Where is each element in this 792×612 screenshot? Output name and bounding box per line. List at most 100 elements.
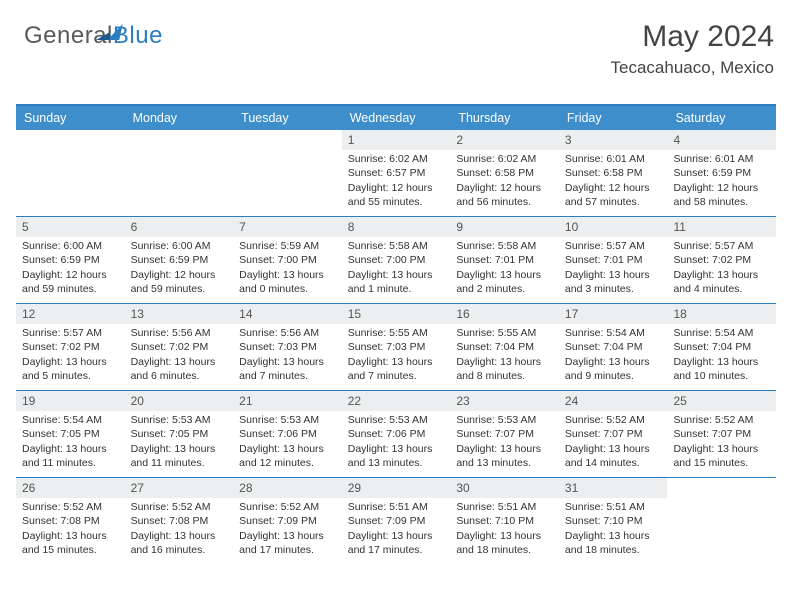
sunset-text: Sunset: 7:09 PM [348, 514, 445, 528]
calendar-day: 11Sunrise: 5:57 AMSunset: 7:02 PMDayligh… [667, 217, 776, 303]
sunset-text: Sunset: 6:59 PM [22, 253, 119, 267]
calendar-day: 26Sunrise: 5:52 AMSunset: 7:08 PMDayligh… [16, 478, 125, 564]
calendar-day: 5Sunrise: 6:00 AMSunset: 6:59 PMDaylight… [16, 217, 125, 303]
daylight-text: Daylight: 13 hours and 7 minutes. [239, 355, 336, 383]
calendar-day: 20Sunrise: 5:53 AMSunset: 7:05 PMDayligh… [125, 391, 234, 477]
daylight-text: Daylight: 13 hours and 13 minutes. [348, 442, 445, 470]
calendar-day: 28Sunrise: 5:52 AMSunset: 7:09 PMDayligh… [233, 478, 342, 564]
day-number: 21 [233, 391, 342, 411]
day-header: Sunday [16, 106, 125, 130]
daylight-text: Daylight: 13 hours and 17 minutes. [239, 529, 336, 557]
calendar-day: 13Sunrise: 5:56 AMSunset: 7:02 PMDayligh… [125, 304, 234, 390]
calendar-day: 2 Sunrise: 6:02 AMSunset: 6:58 PMDaylight… [450, 130, 559, 216]
sunrise-text: Sunrise: 5:52 AM [131, 500, 228, 514]
sunset-text: Sunset: 6:58 PM [565, 166, 662, 180]
day-header: Wednesday [342, 106, 451, 130]
day-number: 15 [342, 304, 451, 324]
daylight-text: Daylight: 12 hours and 59 minutes. [22, 268, 119, 296]
calendar-day: 1Sunrise: 6:02 AMSunset: 6:57 PMDaylight… [342, 130, 451, 216]
page-subtitle: Tecacahuaco, Mexico [611, 58, 774, 78]
sunrise-text: Sunrise: 5:51 AM [565, 500, 662, 514]
daylight-text: Daylight: 12 hours and 56 minutes. [456, 181, 553, 209]
sunrise-text: Sunrise: 5:53 AM [456, 413, 553, 427]
calendar-day: 30Sunrise: 5:51 AMSunset: 7:10 PMDayligh… [450, 478, 559, 564]
day-detail: Sunrise: 5:54 AMSunset: 7:04 PMDaylight:… [559, 324, 668, 387]
day-number: 22 [342, 391, 451, 411]
sunset-text: Sunset: 7:04 PM [456, 340, 553, 354]
sunrise-text: Sunrise: 5:52 AM [239, 500, 336, 514]
sunset-text: Sunset: 6:58 PM [456, 166, 553, 180]
daylight-text: Daylight: 13 hours and 10 minutes. [673, 355, 770, 383]
calendar-day: 4Sunrise: 6:01 AMSunset: 6:59 PMDaylight… [667, 130, 776, 216]
calendar-week: 1Sunrise: 6:02 AMSunset: 6:57 PMDaylight… [16, 130, 776, 216]
sunset-text: Sunset: 7:02 PM [22, 340, 119, 354]
sunset-text: Sunset: 7:05 PM [131, 427, 228, 441]
sunset-text: Sunset: 7:00 PM [348, 253, 445, 267]
daylight-text: Daylight: 13 hours and 11 minutes. [131, 442, 228, 470]
calendar-header-row: Sunday Monday Tuesday Wednesday Thursday… [16, 106, 776, 130]
sunset-text: Sunset: 7:07 PM [456, 427, 553, 441]
calendar-day: 31Sunrise: 5:51 AMSunset: 7:10 PMDayligh… [559, 478, 668, 564]
daylight-text: Daylight: 13 hours and 1 minute. [348, 268, 445, 296]
calendar-day: 8Sunrise: 5:58 AMSunset: 7:00 PMDaylight… [342, 217, 451, 303]
day-number: 18 [667, 304, 776, 324]
day-number: 8 [342, 217, 451, 237]
sunrise-text: Sunrise: 5:53 AM [239, 413, 336, 427]
day-detail: Sunrise: 6:01 AMSunset: 6:58 PMDaylight:… [559, 150, 668, 213]
daylight-text: Daylight: 13 hours and 6 minutes. [131, 355, 228, 383]
day-detail: Sunrise: 5:55 AMSunset: 7:03 PMDaylight:… [342, 324, 451, 387]
day-detail: Sunrise: 5:52 AMSunset: 7:07 PMDaylight:… [559, 411, 668, 474]
day-number: 6 [125, 217, 234, 237]
sunrise-text: Sunrise: 5:51 AM [456, 500, 553, 514]
day-number: 2 [450, 130, 559, 150]
calendar-week: 26Sunrise: 5:52 AMSunset: 7:08 PMDayligh… [16, 477, 776, 564]
sunset-text: Sunset: 7:05 PM [22, 427, 119, 441]
day-detail: Sunrise: 5:53 AMSunset: 7:06 PMDaylight:… [342, 411, 451, 474]
sunset-text: Sunset: 6:59 PM [673, 166, 770, 180]
daylight-text: Daylight: 12 hours and 58 minutes. [673, 181, 770, 209]
day-detail: Sunrise: 5:53 AMSunset: 7:06 PMDaylight:… [233, 411, 342, 474]
calendar-day [233, 130, 342, 216]
day-number: 31 [559, 478, 668, 498]
day-detail: Sunrise: 5:57 AMSunset: 7:01 PMDaylight:… [559, 237, 668, 300]
day-number: 1 [342, 130, 451, 150]
daylight-text: Daylight: 13 hours and 0 minutes. [239, 268, 336, 296]
day-number: 25 [667, 391, 776, 411]
calendar-day: 17Sunrise: 5:54 AMSunset: 7:04 PMDayligh… [559, 304, 668, 390]
day-detail: Sunrise: 5:53 AMSunset: 7:05 PMDaylight:… [125, 411, 234, 474]
sunrise-text: Sunrise: 5:58 AM [456, 239, 553, 253]
day-number: 26 [16, 478, 125, 498]
day-detail: Sunrise: 5:54 AMSunset: 7:04 PMDaylight:… [667, 324, 776, 387]
sunrise-text: Sunrise: 5:51 AM [348, 500, 445, 514]
title-block: May 2024 Tecacahuaco, Mexico [611, 20, 774, 78]
sunrise-text: Sunrise: 6:02 AM [456, 152, 553, 166]
daylight-text: Daylight: 12 hours and 55 minutes. [348, 181, 445, 209]
calendar-day: 10Sunrise: 5:57 AMSunset: 7:01 PMDayligh… [559, 217, 668, 303]
calendar-day: 27Sunrise: 5:52 AMSunset: 7:08 PMDayligh… [125, 478, 234, 564]
day-header: Thursday [450, 106, 559, 130]
sunrise-text: Sunrise: 5:56 AM [239, 326, 336, 340]
calendar-day: 25Sunrise: 5:52 AMSunset: 7:07 PMDayligh… [667, 391, 776, 477]
sunrise-text: Sunrise: 6:01 AM [673, 152, 770, 166]
sunset-text: Sunset: 7:07 PM [673, 427, 770, 441]
sunrise-text: Sunrise: 6:01 AM [565, 152, 662, 166]
daylight-text: Daylight: 13 hours and 7 minutes. [348, 355, 445, 383]
day-detail: Sunrise: 5:53 AMSunset: 7:07 PMDaylight:… [450, 411, 559, 474]
day-detail: Sunrise: 5:52 AMSunset: 7:07 PMDaylight:… [667, 411, 776, 474]
day-number: 20 [125, 391, 234, 411]
daylight-text: Daylight: 13 hours and 11 minutes. [22, 442, 119, 470]
day-header: Friday [559, 106, 668, 130]
sunset-text: Sunset: 7:10 PM [565, 514, 662, 528]
calendar-day: 29Sunrise: 5:51 AMSunset: 7:09 PMDayligh… [342, 478, 451, 564]
day-number: 3 [559, 130, 668, 150]
day-detail: Sunrise: 5:59 AMSunset: 7:00 PMDaylight:… [233, 237, 342, 300]
day-number: 17 [559, 304, 668, 324]
calendar-day [16, 130, 125, 216]
sunrise-text: Sunrise: 5:52 AM [22, 500, 119, 514]
sunset-text: Sunset: 6:57 PM [348, 166, 445, 180]
calendar-day: 12Sunrise: 5:57 AMSunset: 7:02 PMDayligh… [16, 304, 125, 390]
daylight-text: Daylight: 13 hours and 16 minutes. [131, 529, 228, 557]
daylight-text: Daylight: 12 hours and 59 minutes. [131, 268, 228, 296]
day-number: 11 [667, 217, 776, 237]
daylight-text: Daylight: 13 hours and 4 minutes. [673, 268, 770, 296]
